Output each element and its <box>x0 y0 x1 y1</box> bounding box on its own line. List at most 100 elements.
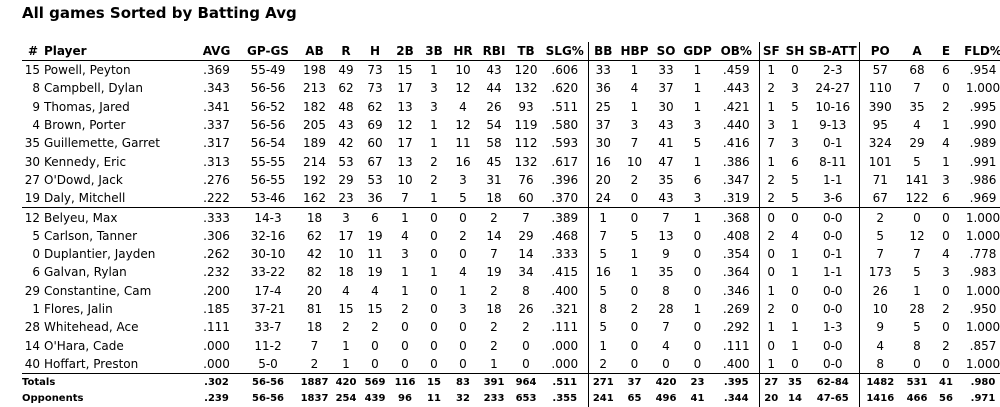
cell: 6 <box>693 172 702 187</box>
cell: 0 <box>522 356 530 371</box>
cell: 1 <box>693 99 702 114</box>
cell: 271 <box>588 373 618 391</box>
cell: 6 <box>360 207 390 227</box>
cell: 67 <box>872 191 888 206</box>
cell: 4 <box>32 118 40 133</box>
cell: 1 <box>401 265 409 280</box>
cell: 0-1 <box>807 134 860 153</box>
cell: 0 <box>901 207 933 227</box>
cell: 0 <box>693 338 702 353</box>
cell: 56-52 <box>250 99 286 114</box>
cell: 8 <box>522 283 530 298</box>
cell: .341 <box>203 99 230 114</box>
cell: 241 <box>592 393 614 405</box>
cell: 5 <box>693 136 702 151</box>
column-header: SLG% <box>542 42 589 61</box>
cell: 1 <box>693 81 702 96</box>
cell: 1.000 <box>965 283 1000 298</box>
cell: 2 <box>767 81 776 96</box>
cell: 1 <box>630 99 639 114</box>
cell: 17 <box>397 81 413 96</box>
cell: 6 <box>791 154 799 169</box>
cell: .347 <box>714 170 760 190</box>
cell: 35 <box>783 373 807 391</box>
cell: .443 <box>714 79 760 98</box>
cell: 5 <box>599 320 608 335</box>
cell: 15 <box>367 302 383 316</box>
cell: .395 <box>714 373 760 391</box>
cell: 0 <box>401 356 409 371</box>
cell: 9 <box>32 99 40 114</box>
cell: 27 <box>24 172 40 187</box>
cell: .111 <box>714 336 760 355</box>
cell: 58 <box>486 136 502 151</box>
cell: 0 <box>942 81 950 96</box>
cell: .971 <box>970 393 996 405</box>
cell: 19 <box>367 265 383 280</box>
cell: 43 <box>338 118 354 133</box>
cell: 439 <box>364 393 386 405</box>
cell: 0 <box>791 302 799 316</box>
cell: 122 <box>905 191 929 206</box>
cell: 0 <box>430 283 438 298</box>
cell: 47-65 <box>807 390 860 407</box>
cell: 41 <box>933 373 959 391</box>
cell: .389 <box>542 207 589 227</box>
cell: 81 <box>306 302 323 316</box>
cell: 0 <box>942 356 950 371</box>
cell: 0 <box>913 356 921 371</box>
stats-table: # Player AVG GP-GS AB R H 2B 3B HR RBI TB SLG% BB HBP S… <box>22 42 1000 407</box>
cell: 1.000 <box>965 356 1000 371</box>
cell: Thomas, Jared <box>44 99 130 114</box>
cell: 0 <box>459 356 467 371</box>
cell: 5-0 <box>258 356 278 371</box>
cell: 5 <box>599 283 608 298</box>
cell: 30 <box>595 136 611 151</box>
cell: 32 <box>456 393 470 405</box>
cell: 0 <box>630 191 639 206</box>
cell: 57 <box>872 63 888 78</box>
cell: 13 <box>658 228 674 243</box>
cell: 43 <box>658 191 674 206</box>
cell: Carlson, Tanner <box>44 228 138 243</box>
cell: .954 <box>969 63 997 78</box>
cell: O'Hara, Cade <box>44 338 124 353</box>
cell: 44 <box>486 81 502 96</box>
cell: 198 <box>303 63 326 78</box>
cell: .302 <box>194 373 239 391</box>
cell: 0 <box>630 356 639 371</box>
cell: .343 <box>203 81 230 96</box>
title: All games Sorted by Batting Avg <box>22 4 297 22</box>
cell: 48 <box>338 99 354 114</box>
cell: 1.000 <box>959 207 1000 227</box>
cell: 56-55 <box>250 172 286 187</box>
cell: 27 <box>759 373 783 391</box>
cell: 120 <box>514 63 538 78</box>
cell: 1 <box>390 207 420 227</box>
cell: Flores, Jalin <box>44 302 113 316</box>
cell: 37-21 <box>250 302 286 316</box>
player-row: 30 Kennedy, Eric .313 55-55 214 53 67 13 2 16 45 13… <box>22 152 1000 171</box>
cell: 110 <box>868 81 892 96</box>
cell: .969 <box>969 191 997 206</box>
cell: 3-6 <box>807 189 860 208</box>
cell: 141 <box>905 172 929 187</box>
cell: .440 <box>714 115 760 135</box>
cell: .185 <box>203 302 230 316</box>
cell: 71 <box>872 172 888 187</box>
cell: .416 <box>714 134 760 153</box>
cell: .111 <box>203 320 230 335</box>
cell: .292 <box>714 318 760 337</box>
cell: Brown, Porter <box>44 118 126 133</box>
cell: 41 <box>658 136 674 151</box>
cell: 35 <box>909 99 925 114</box>
cell: 0 <box>693 320 702 335</box>
cell: .337 <box>203 118 230 133</box>
column-header: AVG <box>194 42 239 61</box>
cell: 1887 <box>297 373 332 391</box>
cell: 420 <box>332 373 360 391</box>
cell: 132 <box>514 81 538 96</box>
cell: .580 <box>542 115 589 135</box>
cell: .421 <box>714 97 760 116</box>
cell: 82 <box>306 265 323 280</box>
